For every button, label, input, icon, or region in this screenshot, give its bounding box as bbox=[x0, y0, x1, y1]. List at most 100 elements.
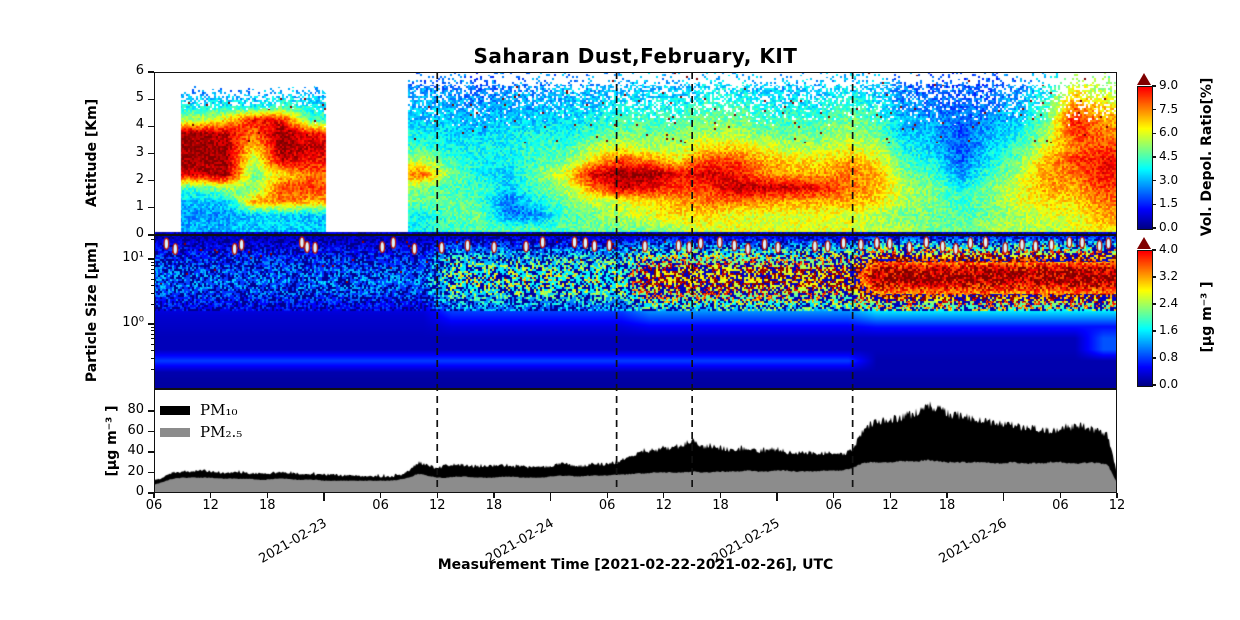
x-tick-hour-label: 06 bbox=[825, 498, 843, 513]
psd-y-minor-tick bbox=[150, 265, 154, 267]
chart-title: Saharan Dust,February, KIT bbox=[473, 44, 798, 68]
psd-y-minor-tick bbox=[150, 239, 154, 241]
x-tick-hour-label: 12 bbox=[882, 498, 899, 513]
lidar-depol-heatmap bbox=[154, 72, 1117, 235]
psd-cbar-tick-label: 0.0 bbox=[1159, 377, 1179, 391]
psd-y-tick-mark bbox=[148, 258, 154, 260]
depol-cbar-tick-label: 3.0 bbox=[1159, 172, 1179, 187]
psd-y-tick-mark bbox=[148, 323, 154, 325]
pm-y-tick-mark bbox=[148, 430, 154, 433]
pm-y-tick-label: 40 bbox=[127, 443, 144, 458]
pm-y-tick-mark bbox=[148, 471, 154, 474]
x-tick-hour-label: 06 bbox=[145, 498, 163, 513]
pm25-legend-label: PM₂.₅ bbox=[200, 423, 243, 441]
x-tick-hour-label: 12 bbox=[428, 498, 446, 513]
x-tick-hour-label: 18 bbox=[485, 498, 503, 513]
lidar-y-tick-mark bbox=[148, 152, 154, 155]
x-tick-hour-label: 06 bbox=[372, 498, 389, 513]
psd-colorbar-over-arrow bbox=[1137, 237, 1151, 249]
pm-y-tick-mark bbox=[148, 451, 154, 453]
x-tick-hour-label: 06 bbox=[598, 498, 616, 513]
psd-cbar-tick-mark bbox=[1152, 249, 1156, 251]
pm-legend: PM₁₀ PM₂.₅ bbox=[160, 399, 242, 443]
depol-cbar-tick-label: 6.0 bbox=[1159, 125, 1179, 140]
x-tick-mark bbox=[379, 493, 382, 498]
pm-y-tick-label: 0 bbox=[135, 484, 144, 499]
lidar-y-tick-mark bbox=[148, 234, 154, 236]
x-tick-mark bbox=[889, 493, 892, 498]
x-tick-mark bbox=[776, 493, 778, 501]
x-tick-mark bbox=[663, 493, 665, 498]
psd-y-minor-tick bbox=[150, 269, 154, 271]
x-tick-mark bbox=[719, 493, 722, 498]
psd-y-minor-tick bbox=[150, 278, 154, 280]
x-tick-hour-label: 06 bbox=[1052, 498, 1069, 513]
depol-colorbar bbox=[1137, 86, 1153, 230]
lidar-y-tick-label: 4 bbox=[135, 117, 144, 133]
psd-y-minor-tick bbox=[150, 292, 154, 294]
legend-row-pm10: PM₁₀ bbox=[160, 399, 242, 421]
lidar-y-tick-mark bbox=[148, 98, 154, 100]
psd-y-minor-tick bbox=[150, 326, 154, 328]
x-tick-hour-label: 12 bbox=[1108, 498, 1126, 513]
depol-cbar-tick-mark bbox=[1152, 132, 1156, 134]
depol-colorbar-label: Vol. Depol. Ratio[%] bbox=[1199, 77, 1215, 237]
lidar-y-tick-label: 3 bbox=[135, 144, 144, 160]
pm25-legend-swatch bbox=[160, 427, 190, 437]
pm-y-tick-label: 60 bbox=[127, 422, 144, 438]
pm-y-tick-mark bbox=[148, 492, 154, 494]
x-tick-mark bbox=[833, 493, 835, 498]
lidar-y-tick-label: 5 bbox=[135, 90, 144, 106]
x-tick-hour-label: 12 bbox=[655, 498, 673, 513]
pm10-legend-swatch bbox=[160, 405, 190, 415]
psd-y-minor-tick bbox=[150, 349, 154, 351]
depol-cbar-tick-mark bbox=[1152, 109, 1156, 111]
x-tick-mark bbox=[493, 493, 495, 498]
depol-cbar-tick-mark bbox=[1152, 85, 1156, 87]
x-tick-mark bbox=[323, 493, 325, 501]
psd-y-minor-tick bbox=[150, 284, 154, 286]
lidar-y-tick-mark bbox=[148, 207, 154, 209]
pm10-legend-label: PM₁₀ bbox=[200, 401, 238, 419]
psd-cbar-tick-label: 0.8 bbox=[1159, 350, 1179, 364]
psd-y-axis-label: Particle Size [μm] bbox=[84, 241, 100, 383]
x-axis-title: Measurement Time [2021-02-22-2021-02-26]… bbox=[437, 557, 834, 573]
psd-cbar-tick-label: 1.6 bbox=[1159, 323, 1179, 337]
depol-cbar-tick-label: 7.5 bbox=[1159, 101, 1179, 116]
psd-colorbar bbox=[1137, 250, 1153, 387]
x-tick-hour-label: 18 bbox=[938, 498, 956, 513]
depol-cbar-tick-mark bbox=[1152, 227, 1156, 229]
particle-size-heatmap bbox=[154, 235, 1117, 389]
x-tick-mark bbox=[436, 493, 438, 498]
psd-y-minor-tick bbox=[150, 343, 154, 345]
psd-y-tick-label: 10¹ bbox=[122, 250, 144, 265]
lidar-y-tick-mark bbox=[148, 125, 154, 127]
x-tick-hour-label: 18 bbox=[259, 498, 276, 513]
x-tick-mark bbox=[549, 493, 552, 501]
depol-cbar-tick-mark bbox=[1152, 203, 1156, 205]
psd-cbar-tick-mark bbox=[1152, 330, 1156, 332]
psd-y-minor-tick bbox=[150, 261, 154, 263]
x-tick-mark bbox=[209, 493, 212, 498]
lidar-y-tick-label: 1 bbox=[135, 198, 144, 214]
depol-cbar-tick-label: 0.0 bbox=[1159, 220, 1179, 234]
pm-timeseries-plot bbox=[154, 389, 1117, 493]
depol-cbar-tick-mark bbox=[1152, 180, 1156, 182]
depol-cbar-tick-label: 4.5 bbox=[1159, 149, 1179, 163]
psd-y-minor-tick bbox=[150, 357, 154, 359]
psd-cbar-tick-label: 3.2 bbox=[1159, 269, 1179, 283]
depol-cbar-tick-mark bbox=[1152, 156, 1156, 158]
x-tick-mark bbox=[153, 493, 155, 498]
lidar-y-axis-label: Attitude [Km] bbox=[84, 98, 100, 208]
psd-cbar-tick-mark bbox=[1152, 357, 1156, 359]
psd-cbar-tick-label: 4.0 bbox=[1159, 242, 1179, 256]
x-tick-mark bbox=[606, 493, 608, 498]
psd-cbar-tick-label: 2.4 bbox=[1159, 296, 1179, 310]
psd-y-minor-tick bbox=[150, 338, 154, 340]
x-tick-mark bbox=[1116, 493, 1118, 498]
pm-y-tick-mark bbox=[148, 410, 154, 412]
depol-cbar-tick-label: 9.0 bbox=[1159, 78, 1179, 92]
lidar-y-tick-mark bbox=[148, 71, 154, 73]
x-tick-hour-label: 12 bbox=[202, 498, 219, 513]
